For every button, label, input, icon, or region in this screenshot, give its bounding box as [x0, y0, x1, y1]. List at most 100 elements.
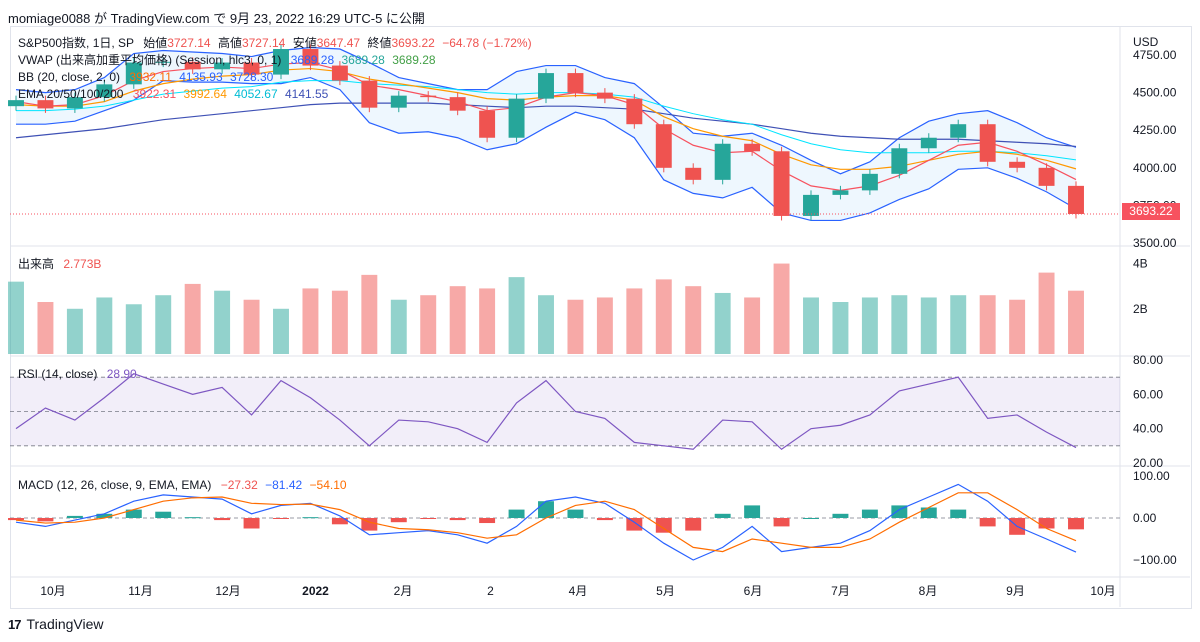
candle-body — [479, 110, 496, 138]
series-line-bb-lower — [16, 76, 1077, 222]
volume-bar — [920, 297, 937, 354]
macd-histogram-bar — [567, 509, 584, 518]
ema-value-2: 3992.64 — [183, 87, 227, 101]
volume-bar — [861, 297, 878, 354]
macd-histogram-bar — [979, 518, 996, 527]
price-tick-label: 4500.00 — [1133, 86, 1177, 100]
candle-body — [832, 190, 849, 195]
volume-bar — [744, 297, 761, 354]
rsi-label: RSI (14, close) — [18, 367, 98, 381]
rsi-tick-label: 60.00 — [1133, 387, 1163, 401]
macd-histogram-bar — [1038, 518, 1055, 529]
rsi-tick-label: 20.00 — [1133, 456, 1163, 470]
bb-value-1: 3932.11 — [129, 70, 172, 84]
candle-body — [626, 98, 643, 125]
macd-histogram-bar — [538, 501, 554, 518]
macd-histogram-bar — [155, 511, 172, 518]
candle-body — [538, 73, 554, 99]
ema-legend: EMA 20/50/100/200 3922.31 3992.64 4052.6… — [18, 86, 328, 102]
price-tick-label: 3500.00 — [1133, 236, 1177, 250]
candle-body — [66, 97, 83, 109]
macd-histogram-bar — [803, 518, 819, 519]
candle-body — [361, 80, 378, 108]
volume-bar — [1068, 290, 1084, 354]
volume-bar — [950, 295, 967, 354]
bb-band-fill — [16, 47, 1076, 221]
price-tick-label: 4750.00 — [1133, 48, 1177, 62]
high-label: 高値 — [217, 36, 242, 50]
volume-bar — [125, 304, 142, 354]
macd-histogram-bar — [331, 518, 348, 525]
volume-bar — [538, 295, 554, 354]
currency-label: USD — [1133, 35, 1159, 49]
rsi-value: 28.90 — [106, 367, 137, 381]
macd-histogram-bar — [891, 505, 908, 518]
rsi-tick-label: 80.00 — [1133, 353, 1163, 367]
macd-histogram-bar — [655, 518, 672, 533]
candle-body — [508, 98, 525, 138]
open-value: 3727.14 — [167, 36, 211, 50]
candle-body — [950, 124, 967, 138]
rsi-line — [15, 373, 1077, 451]
macd-histogram-bar — [273, 518, 289, 519]
price-tick-label: 4000.00 — [1133, 161, 1177, 175]
candle-body — [773, 151, 790, 216]
candle-body — [37, 100, 54, 109]
macd-histogram-bar — [37, 518, 54, 522]
macd-histogram-bar — [184, 517, 201, 519]
candle-body — [920, 137, 937, 149]
volume-bar — [361, 274, 378, 354]
low-label: 安値 — [292, 36, 317, 50]
volume-bar — [37, 302, 54, 354]
volume-legend: 出来高 2.773B — [18, 256, 101, 272]
candle-body — [979, 124, 996, 162]
ema-value-3: 4052.67 — [234, 87, 278, 101]
volume-label: 出来高 — [18, 257, 55, 271]
macd-histogram-bar — [302, 517, 319, 519]
volume-bar — [155, 295, 172, 354]
macd-tick-label: −100.00 — [1133, 553, 1177, 567]
macd-histogram-bar — [861, 509, 878, 518]
candle-body — [803, 194, 819, 216]
signal-line — [15, 492, 1077, 553]
low-value: 3647.47 — [316, 36, 361, 50]
volume-bar — [773, 263, 790, 354]
candle-body — [685, 167, 702, 180]
time-tick-label: 6月 — [744, 584, 763, 598]
volume-bar — [685, 286, 702, 354]
volume-bar — [273, 308, 289, 354]
candle-body — [331, 65, 348, 81]
tradingview-logo-icon[interactable]: 17 — [8, 616, 22, 632]
volume-bar — [891, 295, 908, 354]
candle-body — [891, 148, 908, 174]
time-tick-label: 11月 — [128, 584, 152, 598]
candle-body — [125, 62, 142, 85]
macd-hist-value: −27.32 — [220, 478, 258, 492]
price-legend: S&P500指数, 1日, SP 始値3727.14 高値3727.14 安値3… — [18, 35, 532, 51]
macd-histogram-bar — [390, 518, 407, 523]
time-tick-label: 2 — [487, 584, 494, 598]
candle-body — [1068, 185, 1084, 214]
brand-name[interactable]: TradingView — [26, 616, 104, 632]
vwap-value-3: 3689.28 — [392, 53, 436, 67]
macd-label: MACD (12, 26, close, 9, EMA, EMA) — [18, 478, 212, 492]
time-tick-label: 8月 — [919, 584, 938, 598]
candle-body — [567, 73, 584, 93]
time-tick-label: 12月 — [215, 584, 240, 598]
bb-value-3: 3728.30 — [229, 70, 274, 84]
volume-bar — [449, 286, 466, 354]
bb-value-2: 4135.93 — [179, 70, 223, 84]
time-tick-label: 2月 — [394, 584, 413, 598]
volume-tick-label: 4B — [1133, 257, 1148, 271]
candle-body — [1038, 167, 1055, 186]
ema-label: EMA 20/50/100/200 — [18, 87, 124, 101]
ema-value-1: 3922.31 — [132, 87, 177, 101]
volume-bar — [8, 281, 24, 354]
chart-publish-header: momiage0088 が TradingView.com で 9月 23, 2… — [8, 11, 425, 26]
vwap-label: VWAP (出来高加重平均価格) (Session, hlc3, 0, 1) — [18, 53, 282, 67]
open-label: 始値 — [143, 36, 168, 50]
volume-bar — [803, 297, 819, 354]
volume-bar — [243, 299, 260, 354]
candle-body — [744, 143, 761, 152]
